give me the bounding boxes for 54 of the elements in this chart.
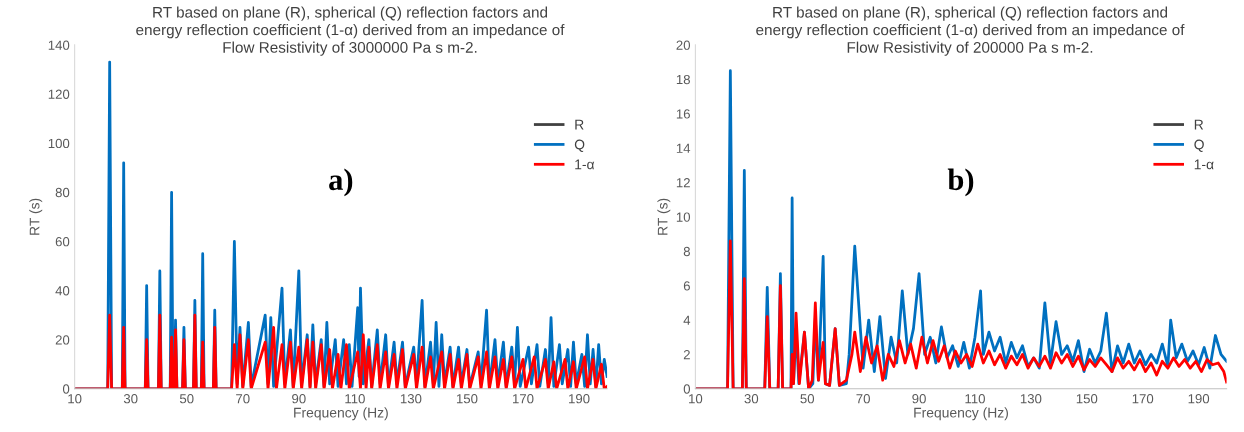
- legend-label: Q: [1194, 139, 1204, 152]
- x-tick-label: 90: [292, 394, 306, 404]
- x-axis-title: Frequency (Hz): [914, 407, 1008, 421]
- x-tick-label: 150: [1076, 394, 1098, 404]
- x-tick-label: 10: [68, 394, 82, 404]
- chart-title: RT based on plane (R), spherical (Q) reflection factors and energy reflection coefficient (1-α) derived from an impedance of Flow Resistivity of 200000 Pa s m-2.: [756, 6, 1185, 56]
- x-tick-label: 90: [912, 394, 926, 404]
- x-tick-label: 130: [400, 394, 422, 404]
- y-tick-label: 0: [62, 384, 70, 394]
- legend-label: R: [575, 119, 584, 130]
- x-tick-label: 170: [1132, 394, 1154, 404]
- y-tick-label: 4: [683, 315, 691, 325]
- chart-title: RT based on plane (R), spherical (Q) reflection factors and energy reflection coefficient (1-α) derived from an impedance of Flow Resistivity of 3000000 Pa s m-2.: [136, 6, 565, 56]
- y-tick-label: 20: [676, 40, 691, 50]
- y-tick-label: 80: [55, 187, 70, 198]
- legend-label: 1-α: [1194, 159, 1214, 170]
- y-axis-title: RT (s): [657, 198, 671, 235]
- x-tick-label: 110: [345, 394, 365, 404]
- x-tick-label: 190: [569, 394, 590, 404]
- legend-label: R: [1194, 119, 1204, 130]
- y-tick-label: 14: [676, 143, 691, 153]
- y-tick-label: 12: [676, 178, 690, 188]
- x-tick-label: 70: [236, 394, 250, 404]
- legend-label: 1-α: [575, 159, 595, 170]
- y-axis-title: RT (s): [29, 198, 43, 235]
- y-tick-label: 18: [676, 74, 690, 85]
- y-tick-label: 40: [55, 286, 70, 296]
- x-tick-label: 50: [179, 394, 194, 404]
- legend-label: Q: [574, 139, 585, 152]
- x-tick-label: 110: [965, 394, 985, 404]
- line-series: [74, 313, 608, 389]
- y-tick-label: 120: [48, 89, 70, 99]
- annotation: b): [947, 168, 974, 197]
- x-tick-label: 130: [1020, 394, 1042, 404]
- annotation: a): [329, 168, 353, 197]
- x-tick-label: 150: [456, 394, 478, 404]
- x-tick-label: 30: [123, 394, 138, 404]
- y-tick-label: 100: [48, 138, 70, 149]
- y-tick-label: 6: [683, 281, 690, 291]
- y-tick-label: 8: [683, 246, 690, 257]
- y-tick-label: 10: [676, 212, 691, 222]
- line-series: [695, 239, 1227, 389]
- y-tick-label: 60: [55, 236, 70, 247]
- y-tick-label: 0: [683, 384, 691, 394]
- x-tick-label: 30: [744, 394, 759, 404]
- x-tick-label: 70: [856, 394, 870, 404]
- x-tick-label: 50: [800, 394, 815, 404]
- y-tick-label: 140: [48, 40, 70, 50]
- y-tick-label: 16: [676, 109, 690, 119]
- x-axis-title: Frequency (Hz): [294, 407, 388, 421]
- x-tick-label: 190: [1188, 394, 1210, 404]
- y-tick-label: 20: [55, 335, 70, 345]
- y-tick-label: 2: [683, 349, 690, 360]
- x-tick-label: 170: [513, 394, 534, 404]
